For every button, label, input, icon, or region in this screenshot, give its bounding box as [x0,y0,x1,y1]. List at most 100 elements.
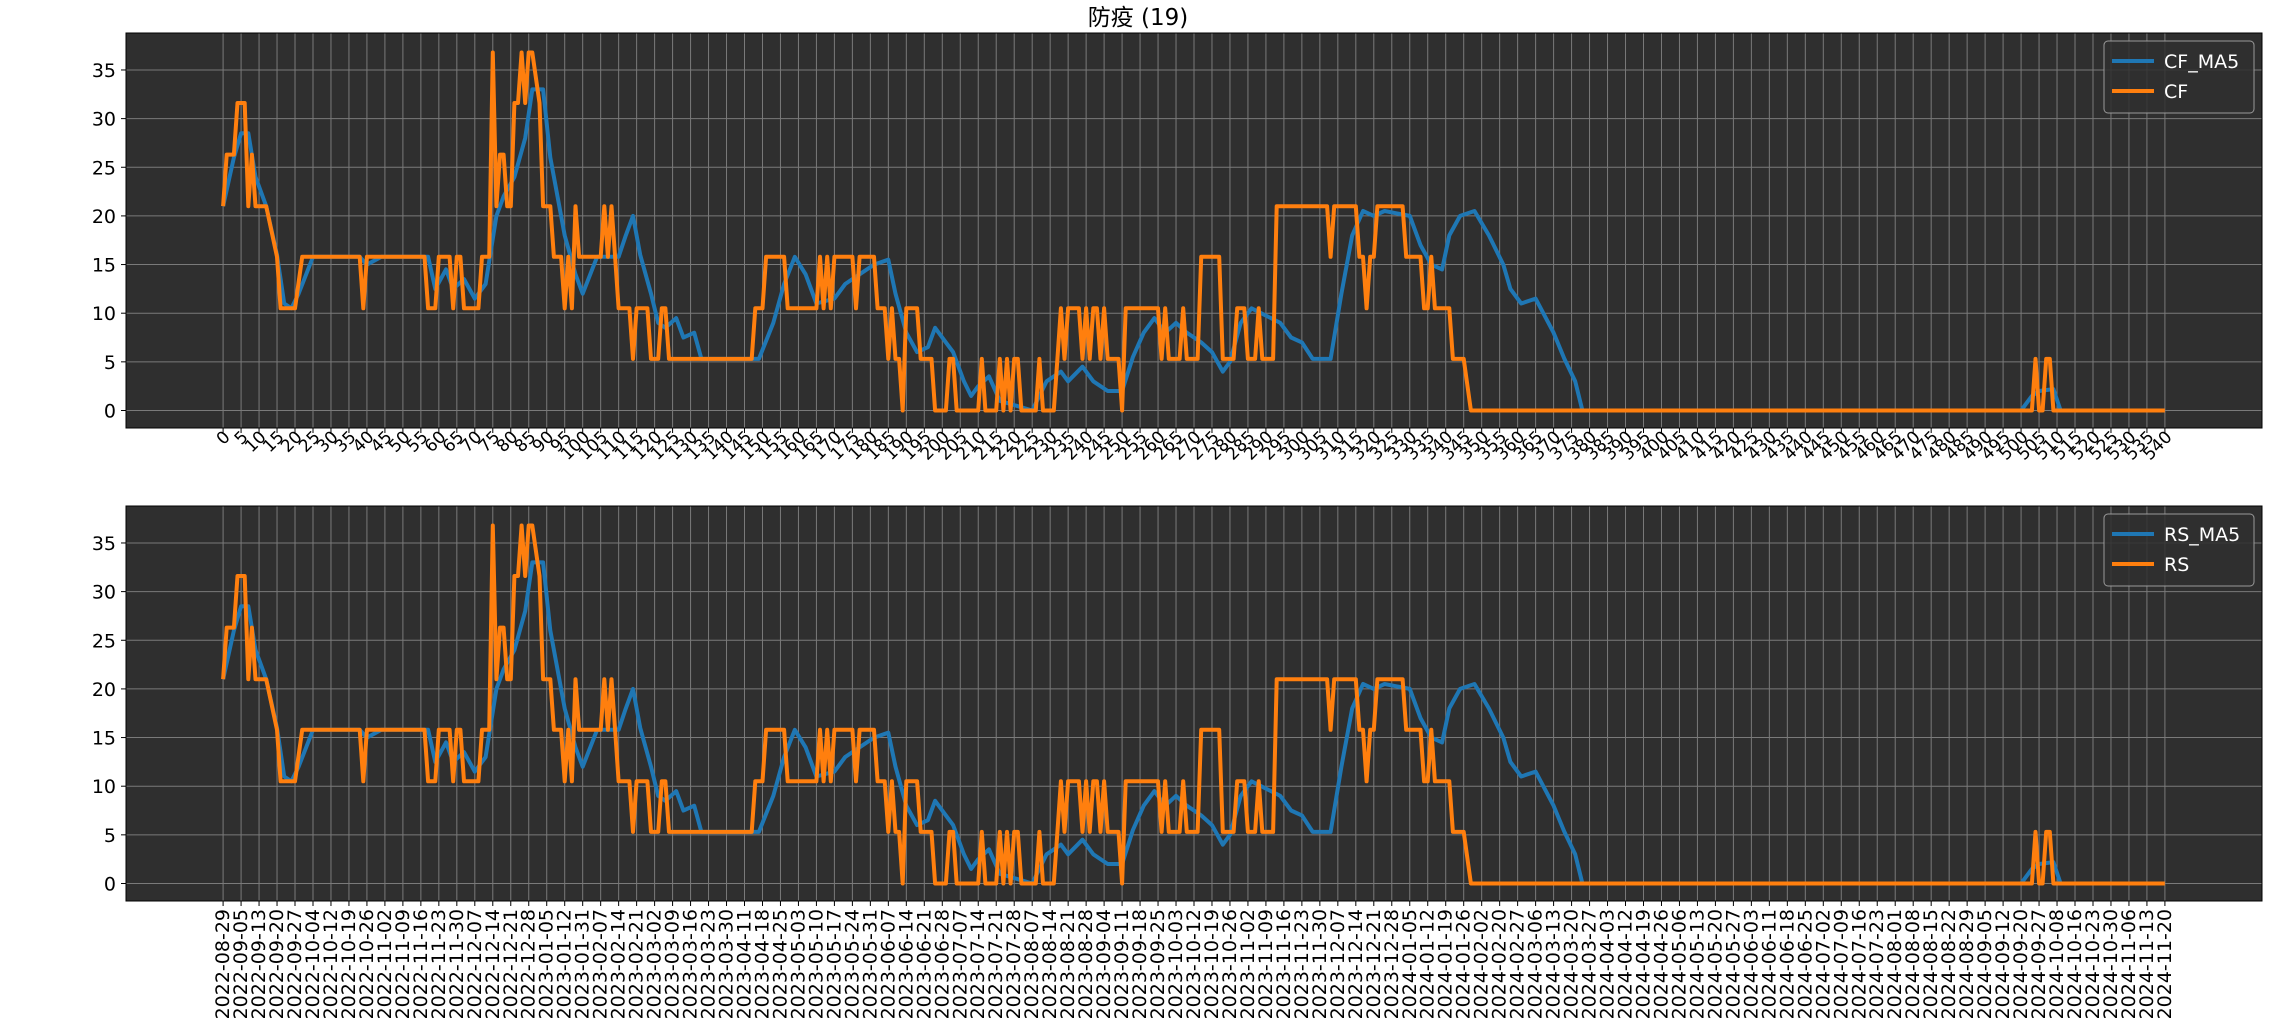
x-tick-label: 2023-05-03 [787,909,809,1019]
y-tick-label: 30 [92,109,116,131]
x-tick-label: 2024-06-03 [1740,909,1762,1019]
x-tick-label: 2024-03-20 [1561,909,1583,1019]
x-tick-label: 2022-09-27 [284,909,306,1019]
x-tick-label: 2023-07-28 [1003,909,1025,1019]
x-tick-label: 2024-09-20 [2010,909,2032,1019]
x-tick-label: 2024-01-05 [1399,909,1421,1019]
x-tick-label: 2023-03-02 [644,909,666,1019]
y-tick-label: 20 [92,679,116,701]
x-tick-label: 2024-06-18 [1776,909,1798,1019]
x-tick-label: 2022-11-23 [428,909,450,1019]
x-tick-label: 2023-12-14 [1345,909,1367,1019]
x-tick-label: 2024-01-19 [1435,909,1457,1019]
x-tick-label: 2024-07-23 [1866,909,1888,1019]
x-tick-label: 2023-05-10 [805,909,827,1019]
legend-label: RS_MA5 [2164,524,2240,546]
x-tick-label: 2023-06-14 [895,909,917,1019]
x-tick-label: 2023-03-16 [680,909,702,1019]
x-tick-label: 2022-11-09 [392,909,414,1019]
x-tick-label: 2023-06-07 [877,909,899,1019]
x-tick-label: 2024-02-20 [1489,909,1511,1019]
x-tick-label: 2024-04-26 [1650,909,1672,1019]
x-tick-label: 2023-02-07 [590,909,612,1019]
x-tick-label: 2024-07-02 [1812,909,1834,1019]
x-tick-label: 2024-02-27 [1507,909,1529,1019]
x-tick-label: 2022-10-04 [302,909,324,1019]
x-tick-label: 2024-08-01 [1884,909,1906,1019]
x-tick-label: 2022-10-12 [320,909,342,1019]
x-tick-label: 2023-09-04 [1093,909,1115,1019]
x-tick-label: 2024-11-13 [2136,909,2158,1019]
x-tick-label: 2023-03-09 [662,909,684,1019]
x-tick-label: 2023-03-23 [698,909,720,1019]
x-tick-label: 2023-10-12 [1183,909,1205,1019]
x-tick-label: 2024-02-02 [1471,909,1493,1019]
x-tick-label: 2022-12-28 [518,909,540,1019]
x-tick-label: 2022-10-19 [338,909,360,1019]
x-tick-label: 2023-07-07 [949,909,971,1019]
x-tick-label: 2023-06-21 [913,909,935,1019]
x-tick-label: 2023-05-17 [823,909,845,1019]
x-tick-label: 2022-11-02 [374,909,396,1019]
x-tick-label: 2024-04-19 [1632,909,1654,1019]
x-tick-label: 2023-04-18 [751,909,773,1019]
x-tick-label: 2024-10-16 [2064,909,2086,1019]
legend-label: CF [2164,81,2188,103]
series-line-cf [221,50,2165,413]
x-tick-label: 2022-12-21 [500,909,522,1019]
x-tick-label: 0 [213,427,235,449]
x-tick-label: 2024-10-23 [2082,909,2104,1019]
x-tick-label: 2022-09-13 [248,909,270,1019]
x-tick-label: 2023-01-31 [572,909,594,1019]
y-tick-label: 10 [92,776,116,798]
x-tick-label: 2023-09-11 [1111,909,1133,1019]
y-tick-label: 0 [104,873,116,895]
series-line-cf-ma5 [221,87,2165,413]
x-tick-label: 2022-11-30 [446,909,468,1019]
x-tick-label: 2024-10-30 [2100,909,2122,1019]
x-tick-label: 2024-09-12 [1992,909,2014,1019]
x-tick-label: 2023-10-03 [1165,909,1187,1019]
x-tick-label: 2024-10-08 [2046,909,2068,1019]
chart-panel-bottom: 2022-08-292022-09-052022-09-132022-09-20… [92,505,2263,1019]
x-tick-label: 2023-09-18 [1129,909,1151,1019]
x-tick-label: 2023-11-02 [1237,909,1259,1019]
plot-frame [125,505,2263,902]
x-tick-label: 2023-10-26 [1219,909,1241,1019]
x-tick-label: 2022-08-29 [212,909,234,1019]
x-tick-label: 2024-09-27 [2028,909,2050,1019]
x-tick-label: 2024-05-20 [1704,909,1726,1019]
y-tick-label: 25 [92,630,116,652]
x-tick-label: 2023-04-25 [769,909,791,1019]
y-tick-label: 5 [104,825,116,847]
y-tick-label: 35 [92,60,116,82]
x-tick-label: 2024-01-12 [1417,909,1439,1019]
x-tick-label: 2023-12-21 [1363,909,1385,1019]
legend-label: RS [2164,554,2189,576]
x-tick-label: 2022-09-05 [230,909,252,1019]
chart-title: 防疫 (19) [1088,5,1189,31]
x-tick-label: 2024-08-08 [1902,909,1924,1019]
x-tick-label: 2023-12-28 [1381,909,1403,1019]
y-tick-label: 10 [92,303,116,325]
x-tick-label: 2023-11-09 [1255,909,1277,1019]
x-tick-label: 2023-03-30 [716,909,738,1019]
series-line-rs [221,523,2165,886]
x-tick-label: 2023-08-21 [1057,909,1079,1019]
x-tick-label: 2023-06-28 [931,909,953,1019]
x-tick-label: 2024-08-29 [1956,909,1978,1019]
x-tick-label: 2024-06-25 [1794,909,1816,1019]
x-tick-label: 2024-03-13 [1543,909,1565,1019]
y-tick-label: 15 [92,255,116,277]
x-tick-label: 2023-05-31 [859,909,881,1019]
x-tick-label: 2023-07-21 [985,909,1007,1019]
y-tick-label: 35 [92,533,116,555]
legend: CF_MA5 CF [2103,40,2255,114]
x-tick-label: 2023-08-28 [1075,909,1097,1019]
legend: RS_MA5 RS [2103,513,2255,587]
x-tick-label: 2024-06-11 [1758,909,1780,1019]
x-tick-label: 2023-08-07 [1021,909,1043,1019]
x-tick-label: 2023-11-30 [1309,909,1331,1019]
x-tick-label: 2024-01-26 [1453,909,1475,1019]
x-tick-label: 2022-11-16 [410,909,432,1019]
